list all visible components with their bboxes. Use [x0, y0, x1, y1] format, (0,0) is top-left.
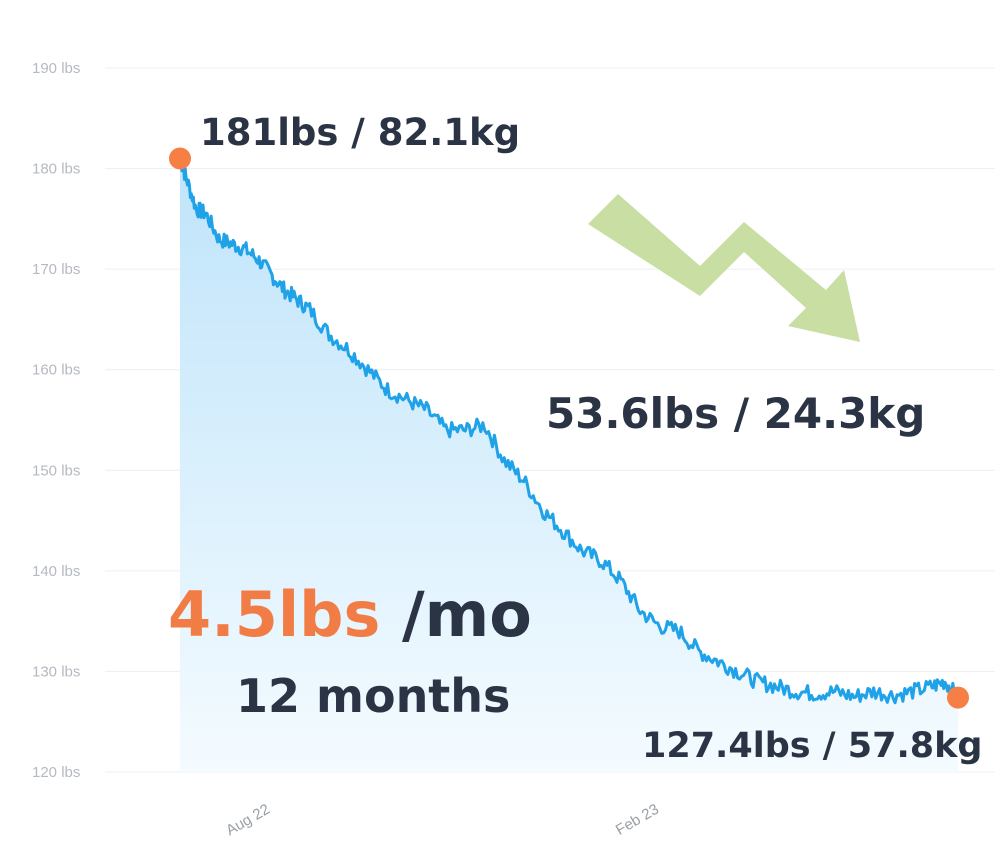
rate-unit: /mo — [380, 578, 531, 651]
x-tick-label: Feb 23 — [613, 801, 662, 839]
y-tick-label: 180 lbs — [32, 161, 80, 178]
total-loss-label: 53.6lbs / 24.3kg — [546, 389, 925, 438]
end-weight-label: 127.4lbs / 57.8kg — [642, 726, 982, 766]
weight-line — [178, 158, 960, 705]
y-tick-label: 120 lbs — [32, 764, 80, 781]
duration-label: 12 months — [236, 669, 510, 723]
weight-area — [180, 158, 958, 772]
y-axis-ticks: 190 lbs 180 lbs 170 lbs 160 lbs 150 lbs 140 l… — [32, 60, 80, 781]
downward-trend-arrow-icon — [588, 194, 860, 342]
y-tick-label: 130 lbs — [32, 663, 80, 680]
y-tick-label: 190 lbs — [32, 60, 80, 77]
end-marker — [947, 686, 969, 709]
x-axis-ticks: Aug 22 Feb 23 — [223, 801, 662, 839]
y-tick-label: 160 lbs — [32, 362, 80, 379]
y-tick-label: 150 lbs — [32, 462, 80, 479]
rate-value: 4.5lbs — [168, 578, 380, 651]
x-tick-label: Aug 22 — [223, 801, 273, 839]
y-tick-label: 170 lbs — [32, 261, 80, 278]
y-tick-label: 140 lbs — [32, 563, 80, 580]
rate-label: 4.5lbs /mo — [168, 578, 532, 651]
start-marker — [169, 147, 191, 170]
start-weight-label: 181lbs / 82.1kg — [200, 111, 520, 154]
